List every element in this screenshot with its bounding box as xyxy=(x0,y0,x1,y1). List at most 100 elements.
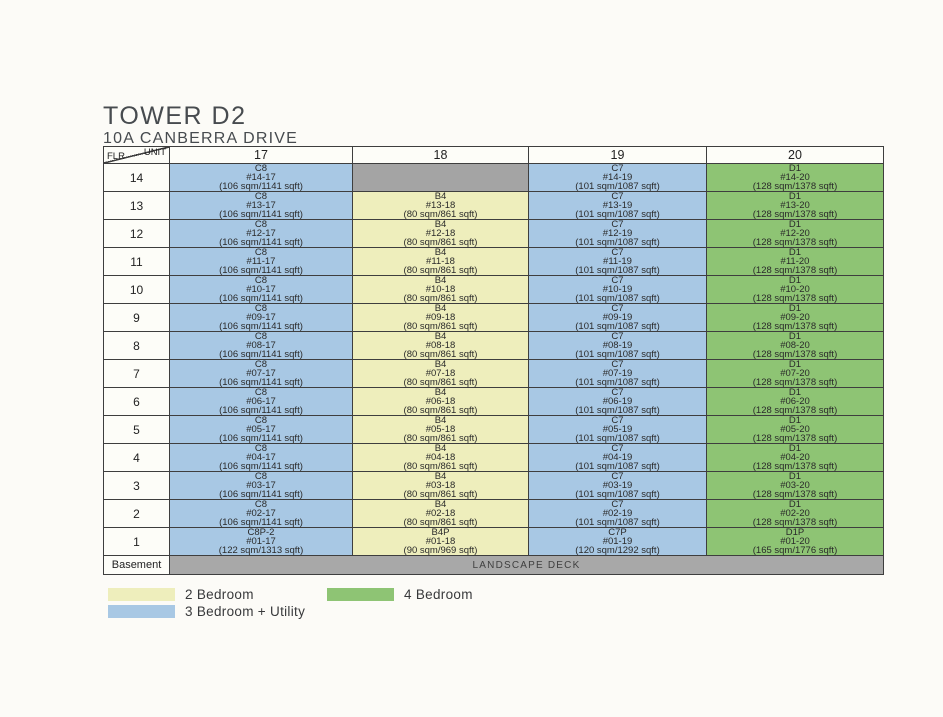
unit-area: (101 sqm/1087 sqft) xyxy=(575,321,660,332)
unit-type: C8 xyxy=(254,444,268,454)
unit-area: (122 sqm/1313 sqft) xyxy=(218,545,304,556)
unit-area: (101 sqm/1087 sqft) xyxy=(575,349,660,360)
unit-area: (106 sqm/1141 sqft) xyxy=(219,321,303,332)
unit-number: #01-19 xyxy=(602,536,633,547)
unit-number: #12-17 xyxy=(246,228,276,239)
unit-area: (128 sqm/1378 sqft) xyxy=(752,489,838,500)
unit-cell-05-20: D1 #05-20 (128 sqm/1378 sqft) xyxy=(707,416,883,444)
legend-swatch-3-bedroom-utility xyxy=(108,605,175,618)
unit-cell-06-20: D1 #06-20 (128 sqm/1378 sqft) xyxy=(707,388,883,416)
unit-type: C7 xyxy=(611,164,624,174)
floor-row-11: 11 C8 #11-17 (106 sqm/1141 sqft) B4 #11-18 (80… xyxy=(104,248,883,276)
unit-area: (165 sqm/1776 sqft) xyxy=(752,545,838,556)
unit-type: C7 xyxy=(611,220,624,230)
unit-number: #05-18 xyxy=(425,424,456,435)
unit-number: #03-19 xyxy=(602,480,633,491)
unit-area: (120 sqm/1292 sqft) xyxy=(575,545,660,556)
floor-row-9: 9 C8 #09-17 (106 sqm/1141 sqft) B4 #09-18 (80 … xyxy=(104,304,883,332)
legend-label-2-bedroom: 2 Bedroom xyxy=(185,587,254,602)
unit-type: C8 xyxy=(254,360,268,370)
unit-area: (80 sqm/861 sqft) xyxy=(403,349,478,360)
unit-cell-13-17: C8 #13-17 (106 sqm/1141 sqft) xyxy=(170,192,353,220)
unit-cell-01-19: C7P #01-19 (120 sqm/1292 sqft) xyxy=(529,528,707,556)
unit-type: B4 xyxy=(434,304,447,314)
unit-type: B4 xyxy=(434,276,447,286)
unit-cell-14-19: C7 #14-19 (101 sqm/1087 sqft) xyxy=(529,164,707,192)
unit-type: B4 xyxy=(434,500,447,510)
unit-number: #09-17 xyxy=(246,312,276,323)
unit-cell-12-18: B4 #12-18 (80 sqm/861 sqft) xyxy=(353,220,529,248)
unit-number: #08-17 xyxy=(246,340,276,351)
corner-unit-label: UNIT xyxy=(143,147,166,158)
floor-row-13: 13 C8 #13-17 (106 sqm/1141 sqft) B4 #13-18 (80… xyxy=(104,192,883,220)
unit-type: B4 xyxy=(434,220,447,230)
unit-area: (80 sqm/861 sqft) xyxy=(403,321,478,332)
unit-cell-07-18: B4 #07-18 (80 sqm/861 sqft) xyxy=(353,360,529,388)
unit-area: (80 sqm/861 sqft) xyxy=(403,377,478,388)
unit-cell-03-19: C7 #03-19 (101 sqm/1087 sqft) xyxy=(529,472,707,500)
unit-number: #13-18 xyxy=(425,200,456,211)
legend-item-2-bedroom: 2 Bedroom xyxy=(108,587,254,602)
unit-cell-04-19: C7 #04-19 (101 sqm/1087 sqft) xyxy=(529,444,707,472)
unit-type: C7 xyxy=(611,416,624,426)
unit-area: (101 sqm/1087 sqft) xyxy=(575,377,660,388)
floor-label-2: 2 xyxy=(104,500,170,528)
basement-floor-cell: Basement xyxy=(104,556,170,574)
unit-cell-01-17: C8P-2 #01-17 (122 sqm/1313 sqft) xyxy=(170,528,353,556)
unit-area: (128 sqm/1378 sqft) xyxy=(752,321,838,332)
unit-area: (128 sqm/1378 sqft) xyxy=(752,461,838,472)
unit-cell-04-20: D1 #04-20 (128 sqm/1378 sqft) xyxy=(707,444,883,472)
floor-label-1: 1 xyxy=(104,528,170,556)
legend-swatch-2-bedroom xyxy=(108,588,175,601)
unit-cell-09-18: B4 #09-18 (80 sqm/861 sqft) xyxy=(353,304,529,332)
floor-row-6: 6 C8 #06-17 (106 sqm/1141 sqft) B4 #06-18 (80 … xyxy=(104,388,883,416)
unit-number: #02-20 xyxy=(780,508,810,519)
unit-type: B4 xyxy=(434,360,447,370)
unit-number: #14-17 xyxy=(246,172,276,183)
unit-type: B4 xyxy=(434,444,447,454)
unit-area: (128 sqm/1378 sqft) xyxy=(752,377,838,388)
corner-flr-label: FLR xyxy=(107,151,125,162)
unit-number: #09-18 xyxy=(425,312,456,323)
corner-cell: UNIT FLR xyxy=(104,147,170,164)
unit-area: (90 sqm/969 sqft) xyxy=(403,545,478,556)
unit-number: #10-17 xyxy=(246,284,276,295)
unit-number: #10-18 xyxy=(425,284,456,295)
unit-area: (106 sqm/1141 sqft) xyxy=(219,237,303,248)
unit-type: C7 xyxy=(611,360,624,370)
unit-number: #04-19 xyxy=(602,452,633,463)
floor-row-10: 10 C8 #10-17 (106 sqm/1141 sqft) B4 #10-18 (80… xyxy=(104,276,883,304)
unit-number: #10-20 xyxy=(780,284,810,295)
unit-area: (106 sqm/1141 sqft) xyxy=(219,489,303,500)
unit-type: D1 xyxy=(788,332,802,342)
unit-type: D1 xyxy=(788,248,802,258)
unit-number: #10-19 xyxy=(602,284,633,295)
unit-type: D1 xyxy=(788,500,802,510)
unit-cell-12-17: C8 #12-17 (106 sqm/1141 sqft) xyxy=(170,220,353,248)
unit-cell-05-18: B4 #05-18 (80 sqm/861 sqft) xyxy=(353,416,529,444)
floor-row-2: 2 C8 #02-17 (106 sqm/1141 sqft) B4 #02-18 (80 … xyxy=(104,500,883,528)
unit-number: #02-17 xyxy=(246,508,276,519)
unit-type: B4 xyxy=(434,192,447,202)
unit-cell-07-17: C8 #07-17 (106 sqm/1141 sqft) xyxy=(170,360,353,388)
unit-cell-11-17: C8 #11-17 (106 sqm/1141 sqft) xyxy=(170,248,353,276)
unit-type: C8 xyxy=(254,304,268,314)
landscape-deck-cell: LANDSCAPE DECK xyxy=(170,556,883,574)
unit-cell-11-19: C7 #11-19 (101 sqm/1087 sqft) xyxy=(529,248,707,276)
unit-cell-10-17: C8 #10-17 (106 sqm/1141 sqft) xyxy=(170,276,353,304)
unit-type: C8 xyxy=(254,192,268,202)
unit-cell-14-17: C8 #14-17 (106 sqm/1141 sqft) xyxy=(170,164,353,192)
floor-label-7: 7 xyxy=(104,360,170,388)
unit-area: (128 sqm/1378 sqft) xyxy=(752,237,838,248)
unit-type: C8 xyxy=(254,472,268,482)
unit-area: (106 sqm/1141 sqft) xyxy=(219,377,303,388)
unit-cell-13-20: D1 #13-20 (128 sqm/1378 sqft) xyxy=(707,192,883,220)
basement-row: Basement LANDSCAPE DECK xyxy=(104,556,883,574)
unit-area: (80 sqm/861 sqft) xyxy=(403,461,478,472)
unit-number: #06-17 xyxy=(246,396,276,407)
unit-cell-06-18: B4 #06-18 (80 sqm/861 sqft) xyxy=(353,388,529,416)
unit-cell-02-19: C7 #02-19 (101 sqm/1087 sqft) xyxy=(529,500,707,528)
unit-area: (101 sqm/1087 sqft) xyxy=(575,209,660,220)
floor-label-8: 8 xyxy=(104,332,170,360)
